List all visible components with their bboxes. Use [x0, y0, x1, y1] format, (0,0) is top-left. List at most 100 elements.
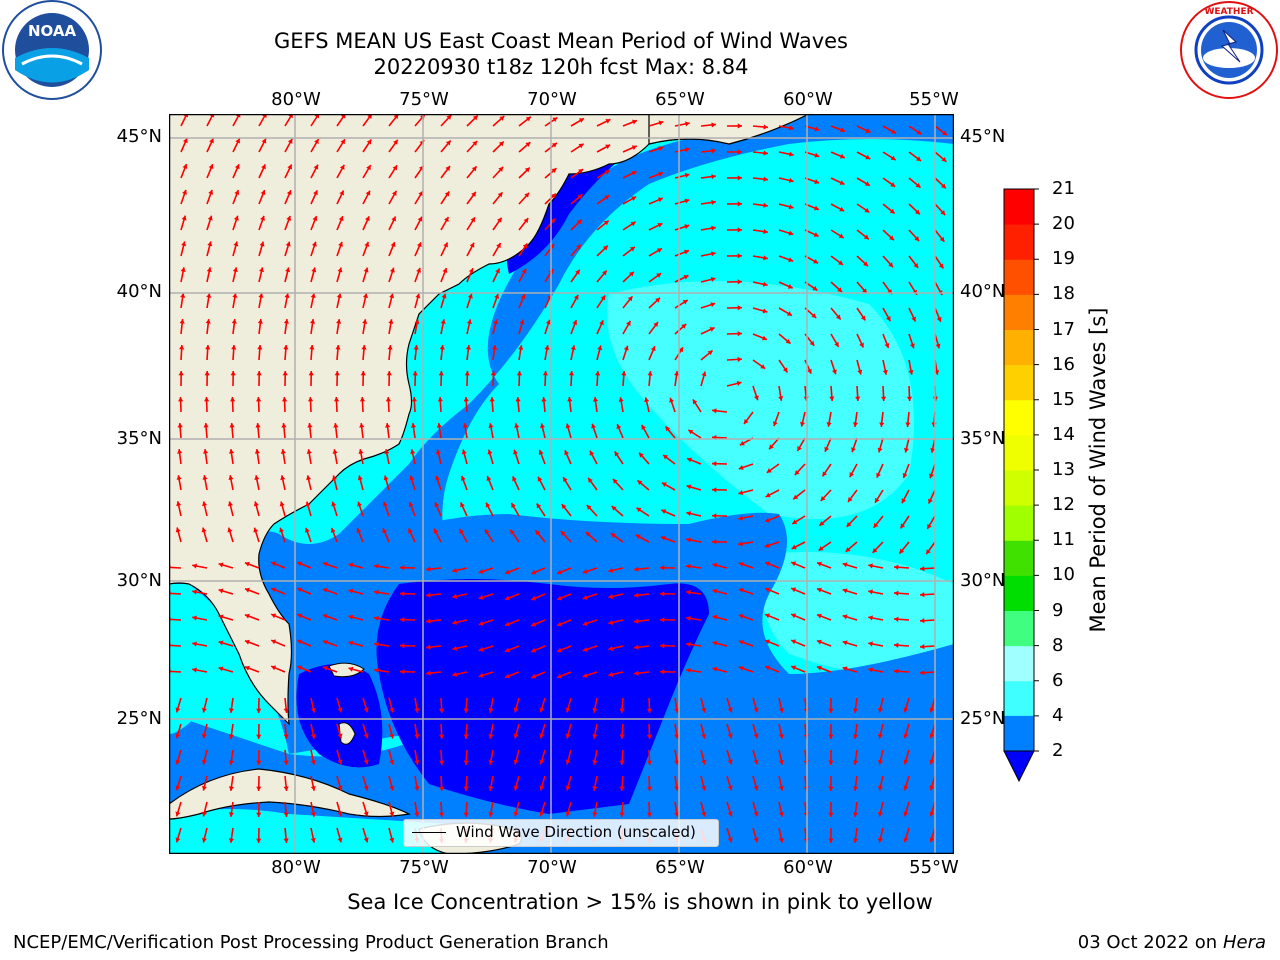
- wind-wave-arrowhead: [361, 345, 367, 350]
- wind-wave-arrowhead: [589, 450, 595, 456]
- colorbar-segment: [1004, 610, 1034, 647]
- wind-wave-arrowhead: [536, 503, 542, 509]
- wind-wave-arrowhead: [903, 707, 909, 713]
- colorbar-tick-label: 6: [1052, 669, 1064, 691]
- wind-wave-arrowhead: [525, 142, 531, 147]
- wind-wave-arrowhead: [829, 396, 835, 401]
- wind-wave-arrowhead: [337, 759, 343, 765]
- wind-wave-arrowhead: [496, 243, 501, 249]
- wind-wave-arrowhead: [271, 665, 277, 671]
- wind-wave-arrowhead: [621, 371, 627, 376]
- wind-wave-arrowhead: [400, 669, 405, 675]
- wind-wave-arrowhead: [929, 759, 935, 765]
- wind-wave-arrowhead: [411, 397, 417, 402]
- wind-wave-arrowhead: [391, 216, 396, 222]
- wind-wave-arrowhead: [828, 838, 834, 843]
- wind-wave-arrowhead: [761, 335, 767, 341]
- wind-wave-arrowhead: [322, 587, 328, 593]
- wind-wave-arrowhead: [778, 785, 784, 791]
- wind-wave-arrowhead: [310, 733, 316, 739]
- wind-wave-arrowhead: [487, 449, 493, 455]
- wind-wave-arrowhead: [797, 445, 802, 451]
- wind-wave-arrowhead: [287, 138, 293, 144]
- wind-wave-arrowhead: [602, 245, 608, 251]
- wind-wave-arrowhead: [765, 561, 771, 567]
- wind-wave-arrowhead: [753, 759, 759, 765]
- wind-wave-arrowhead: [669, 397, 675, 403]
- wind-wave-arrowhead: [545, 319, 551, 325]
- wind-wave-arrowhead: [845, 547, 851, 552]
- wind-wave-arrowhead: [634, 566, 639, 572]
- wind-wave-arrowhead: [348, 562, 354, 568]
- wind-wave-arrowhead: [737, 305, 742, 311]
- wind-wave-arrowhead: [737, 331, 742, 337]
- wind-wave-arrowhead: [812, 285, 818, 291]
- wind-wave-arrowhead: [765, 665, 771, 671]
- wind-wave-arrowhead: [928, 498, 933, 504]
- wind-wave-arrowhead: [287, 164, 293, 170]
- wind-wave-arrowhead: [374, 589, 379, 595]
- wind-wave-arrowhead: [192, 667, 197, 673]
- wind-wave-arrowhead: [311, 241, 317, 247]
- wind-wave-arrowhead: [175, 837, 181, 843]
- lon-tick-top: 60°W: [783, 89, 833, 110]
- wind-wave-arrowhead: [684, 198, 690, 204]
- wind-wave-arrowhead: [179, 319, 185, 324]
- wind-wave-arrowhead: [334, 371, 340, 376]
- wind-wave-arrowhead: [766, 468, 772, 473]
- wind-wave-arrowhead: [309, 345, 315, 350]
- wind-wave-arrowhead: [859, 342, 864, 348]
- wind-wave-arrowhead: [864, 181, 870, 186]
- wind-wave-arrowhead: [765, 587, 771, 593]
- wind-wave-arrowhead: [941, 156, 947, 162]
- wind-wave-arrowhead: [281, 397, 288, 402]
- wind-wave-arrowhead: [656, 273, 662, 278]
- wind-wave-arrowhead: [686, 537, 691, 543]
- wind-wave-arrowhead: [711, 199, 716, 205]
- wind-wave-arrowhead: [582, 594, 588, 600]
- lon-tick-bottom: 70°W: [527, 857, 577, 878]
- wind-wave-arrowhead: [232, 267, 238, 273]
- wind-wave-arrowhead: [592, 759, 598, 765]
- wind-wave-arrowhead: [920, 566, 925, 572]
- wind-wave-arrowhead: [414, 319, 420, 324]
- wind-wave-arrowhead: [929, 707, 935, 713]
- wind-wave-arrowhead: [308, 371, 314, 376]
- wind-wave-arrowhead: [363, 837, 369, 843]
- lat-tick-right: 25°N: [960, 708, 1006, 729]
- wind-wave-arrowhead: [599, 320, 604, 326]
- wind-wave-arrowhead: [570, 345, 576, 351]
- wind-wave-arrowhead: [653, 322, 658, 327]
- credit-machine: Hera: [1222, 932, 1266, 953]
- wind-wave-arrowhead: [902, 473, 908, 478]
- wind-wave-arrowhead: [201, 707, 207, 713]
- wind-wave-arrowhead: [634, 592, 639, 598]
- wind-wave-arrowhead: [831, 369, 837, 375]
- wind-wave-arrowhead: [204, 371, 210, 376]
- wind-wave-arrowhead: [737, 201, 742, 207]
- wind-wave-arrowhead: [228, 838, 235, 843]
- wind-wave-arrowhead: [489, 397, 495, 402]
- wind-wave-arrowhead: [488, 734, 494, 739]
- wind-wave-arrowhead: [863, 234, 869, 240]
- wind-wave-arrowhead: [452, 671, 458, 677]
- wind-wave-arrowhead: [820, 496, 826, 501]
- wind-wave-arrowhead: [207, 241, 213, 247]
- wind-wave-arrowhead: [233, 241, 239, 247]
- wind-wave-arrowhead: [181, 215, 187, 221]
- wind-wave-arrowhead: [769, 444, 774, 450]
- wind-wave-arrowhead: [567, 397, 573, 402]
- wind-wave-arrowhead: [710, 276, 716, 282]
- wind-wave-arrowhead: [914, 236, 920, 242]
- wind-wave-arrowhead: [256, 786, 262, 791]
- wind-wave-arrowhead: [177, 423, 183, 428]
- legend-label: Wind Wave Direction (unscaled): [456, 823, 696, 841]
- wind-wave-arrowhead: [256, 838, 262, 843]
- wind-wave-arrowhead: [531, 569, 537, 575]
- wind-wave-arrowhead: [762, 281, 768, 287]
- wind-wave-arrowhead: [231, 319, 237, 324]
- wind-wave-arrowhead: [712, 513, 717, 519]
- wind-wave-arrowhead: [565, 759, 571, 765]
- wind-wave-arrowhead: [283, 319, 289, 324]
- wind-wave-arrowhead: [441, 293, 447, 299]
